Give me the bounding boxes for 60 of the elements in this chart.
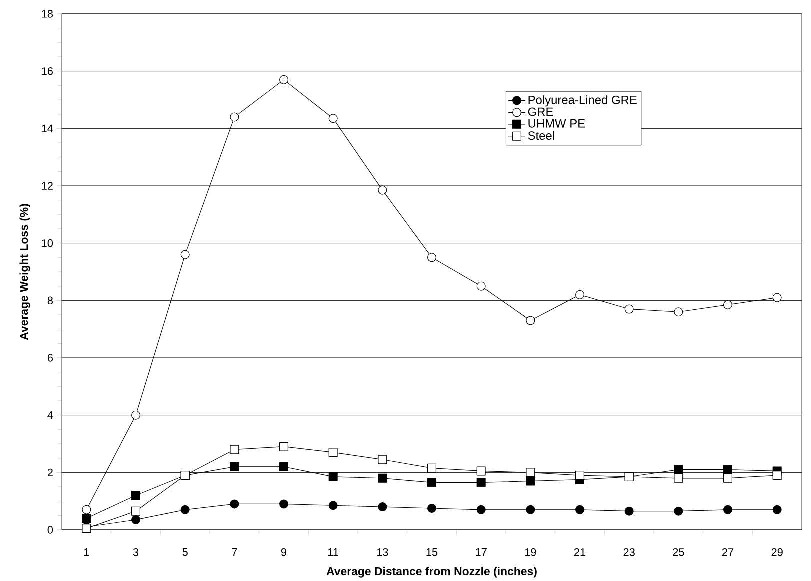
point — [476, 505, 486, 514]
x-axis-title: Average Distance from Nozzle (inches) — [326, 567, 537, 578]
legend-label: Steel — [528, 131, 554, 140]
x-tick-label: 9 — [281, 548, 287, 556]
point — [674, 506, 684, 516]
point — [772, 470, 782, 480]
y-tick-label: 16 — [42, 67, 53, 76]
x-tick-label: 13 — [377, 548, 388, 556]
x-tick-label: 25 — [673, 548, 684, 556]
legend-label: UHMW PE — [528, 119, 586, 128]
point — [428, 478, 436, 488]
x-tick-label: 15 — [426, 548, 438, 556]
x-tick-label: 1 — [84, 548, 90, 556]
point — [230, 500, 240, 509]
y-tick-label: 8 — [48, 296, 54, 304]
x-tick-label: 17 — [476, 548, 487, 556]
x-tick-label: 23 — [624, 548, 635, 556]
point — [772, 505, 782, 514]
y-tick-label: 10 — [42, 239, 54, 248]
x-tick-label: 21 — [574, 548, 586, 556]
point — [576, 470, 585, 480]
point — [476, 466, 486, 476]
y-tick-label: 0 — [48, 526, 54, 534]
point — [378, 474, 388, 483]
y-tick-label: 6 — [48, 354, 54, 362]
y-tick-label: 14 — [42, 124, 54, 132]
point — [132, 515, 141, 524]
point — [230, 462, 240, 472]
point — [180, 505, 190, 514]
x-tick-label: 3 — [133, 548, 139, 556]
y-tick-label: 18 — [42, 10, 53, 18]
point — [576, 505, 585, 514]
point — [378, 502, 388, 512]
point — [82, 514, 92, 523]
point — [674, 465, 684, 474]
y-axis-title: Average Weight Loss (%) — [20, 204, 30, 340]
point — [476, 478, 486, 488]
y-tick-label: 12 — [42, 182, 53, 190]
point — [132, 491, 141, 500]
point — [328, 501, 338, 510]
x-tick-label: 11 — [328, 548, 338, 556]
point — [526, 476, 536, 486]
x-tick-label: 29 — [772, 548, 783, 556]
x-tick-label: 27 — [722, 548, 734, 556]
y-tick-label: 2 — [48, 468, 53, 476]
legend-label: GRE — [528, 108, 554, 116]
legend-label: Polyurea-Lined GRE — [528, 96, 637, 107]
point — [280, 462, 289, 472]
point — [328, 472, 338, 482]
point — [526, 505, 536, 514]
x-tick-label: 7 — [232, 548, 238, 556]
point — [428, 504, 436, 513]
point — [624, 506, 634, 516]
x-tick-label: 5 — [182, 548, 188, 556]
point — [724, 465, 732, 474]
y-tick-label: 4 — [48, 411, 54, 420]
point — [724, 505, 732, 514]
point — [230, 445, 240, 454]
x-tick-label: 19 — [525, 548, 536, 556]
point — [280, 500, 289, 509]
